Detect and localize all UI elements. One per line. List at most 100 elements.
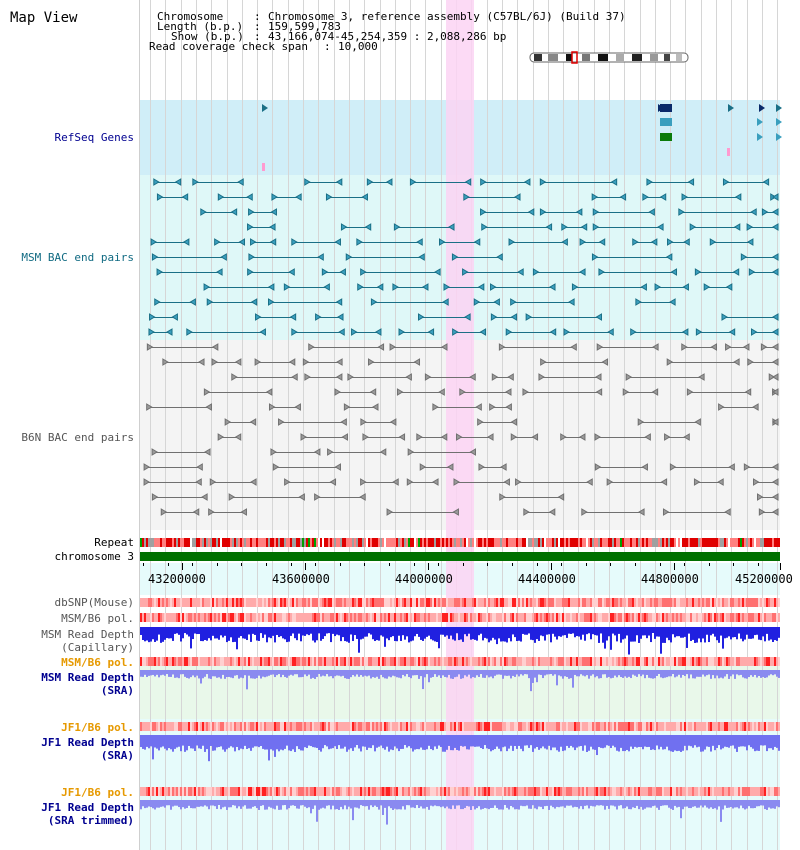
depth-bar: [660, 670, 662, 678]
track-label-dbsnp[interactable]: dbSNP(Mouse): [54, 596, 134, 609]
heat-cell: [158, 657, 160, 666]
repeat-seg: [436, 538, 438, 547]
depth-bar: [266, 627, 268, 643]
heat-cell: [768, 613, 770, 622]
heat-cell: [630, 657, 632, 666]
heat-cell: [532, 787, 534, 796]
depth-bar: [182, 670, 184, 675]
depth-bar: [424, 735, 426, 750]
track-label-repeat[interactable]: Repeat: [94, 536, 134, 549]
repeat-seg: [672, 538, 674, 547]
b6n-bac-features[interactable]: [143, 343, 779, 516]
heat-cell: [290, 787, 292, 796]
heat-cell: [608, 598, 610, 607]
depth-bar: [300, 627, 302, 642]
depth-bar: [636, 735, 638, 748]
heat-cell: [726, 613, 728, 622]
heat-cell: [342, 598, 344, 607]
repeat-track-bar[interactable]: [140, 538, 780, 547]
depth-bar: [288, 670, 290, 676]
repeat-seg: [402, 538, 404, 547]
heat-cell: [236, 613, 238, 622]
repeat-seg: [446, 538, 448, 547]
heat-cell: [188, 613, 190, 622]
depth-bar: [572, 735, 574, 748]
heat-cell: [388, 613, 390, 622]
heat-cell: [412, 722, 414, 731]
chromosome-ideogram[interactable]: [529, 51, 689, 64]
bac-end: [725, 343, 732, 351]
track-label-b6n-bac[interactable]: B6N BAC end pairs: [21, 431, 134, 444]
heat-cell: [286, 598, 288, 607]
bac-end: [434, 268, 441, 276]
heat-cell: [384, 613, 386, 622]
msm-bac-features[interactable]: [148, 178, 779, 336]
heat-cell: [310, 657, 312, 666]
track-label-jf1-read-depth-sra[interactable]: JF1 Read Depth: [41, 736, 134, 749]
heat-cell: [426, 657, 428, 666]
track-label-refseq[interactable]: RefSeq Genes: [54, 131, 134, 144]
track-label-jf1-b6-pol-trim[interactable]: JF1/B6 pol.: [61, 786, 134, 799]
highlight-region[interactable]: [446, 0, 474, 850]
repeat-seg: [372, 538, 374, 547]
depth-bar: [620, 800, 622, 806]
heat-cell: [592, 722, 594, 731]
refseq-gene-features[interactable]: [262, 104, 782, 171]
heat-tracks[interactable]: [140, 598, 780, 796]
repeat-seg: [558, 538, 560, 547]
track-label-msm-read-depth-sra[interactable]: MSM Read Depth: [41, 671, 134, 684]
repeat-seg: [666, 538, 668, 547]
bac-end: [203, 388, 211, 396]
depth-bar: [454, 735, 456, 748]
track-label-msm-b6-pol[interactable]: MSM/B6 pol.: [61, 612, 134, 625]
track-label-msm-bac[interactable]: MSM BAC end pairs: [21, 251, 134, 264]
track-label-msm-read-depth-capillary[interactable]: MSM Read Depth: [41, 628, 134, 641]
heat-cell: [144, 598, 146, 607]
depth-bar: [150, 627, 152, 642]
bac-end: [269, 223, 276, 231]
depth-bar: [162, 627, 164, 642]
depth-bar: [566, 627, 568, 638]
heat-cell: [260, 598, 262, 607]
bac-end: [540, 358, 547, 366]
depth-bar: [292, 800, 294, 806]
depth-bar: [266, 800, 268, 810]
bac-end: [372, 403, 379, 411]
heat-cell: [386, 613, 388, 622]
depth-bar: [364, 735, 366, 747]
track-label-jf1-b6-pol[interactable]: JF1/B6 pol.: [61, 721, 134, 734]
depth-bar: [698, 735, 700, 747]
heat-cell: [236, 722, 238, 731]
heat-cell: [656, 722, 658, 731]
bac-end: [432, 403, 439, 411]
heat-cell: [192, 598, 194, 607]
heat-cell: [158, 598, 160, 607]
heat-cell: [748, 657, 750, 666]
chromosome-bar[interactable]: [140, 552, 780, 561]
repeat-seg: [326, 538, 328, 547]
heat-cell: [208, 613, 210, 622]
depth-bar: [302, 735, 304, 751]
bac-end: [432, 478, 439, 486]
depth-bar: [748, 670, 750, 678]
heat-cell: [528, 787, 530, 796]
bac-end: [248, 208, 255, 216]
heat-cell: [610, 598, 612, 607]
gene-arrow: [757, 118, 763, 126]
depth-bar: [686, 670, 688, 675]
gene-block: [660, 133, 672, 141]
heat-cell: [352, 722, 354, 731]
track-label-msm-b6-pol-sra[interactable]: MSM/B6 pol.: [61, 656, 134, 669]
depth-tracks[interactable]: [140, 627, 780, 825]
track-label-chromosome[interactable]: chromosome 3: [54, 550, 134, 563]
heat-cell: [700, 598, 702, 607]
track-label-jf1-read-depth-trimmed[interactable]: JF1 Read Depth: [41, 801, 134, 814]
heat-cell: [204, 722, 206, 731]
depth-bar: [382, 627, 384, 637]
heat-cell: [728, 613, 730, 622]
depth-bar: [394, 670, 396, 677]
heat-cell: [150, 598, 152, 607]
depth-bar: [716, 800, 718, 810]
depth-bar: [524, 735, 526, 746]
